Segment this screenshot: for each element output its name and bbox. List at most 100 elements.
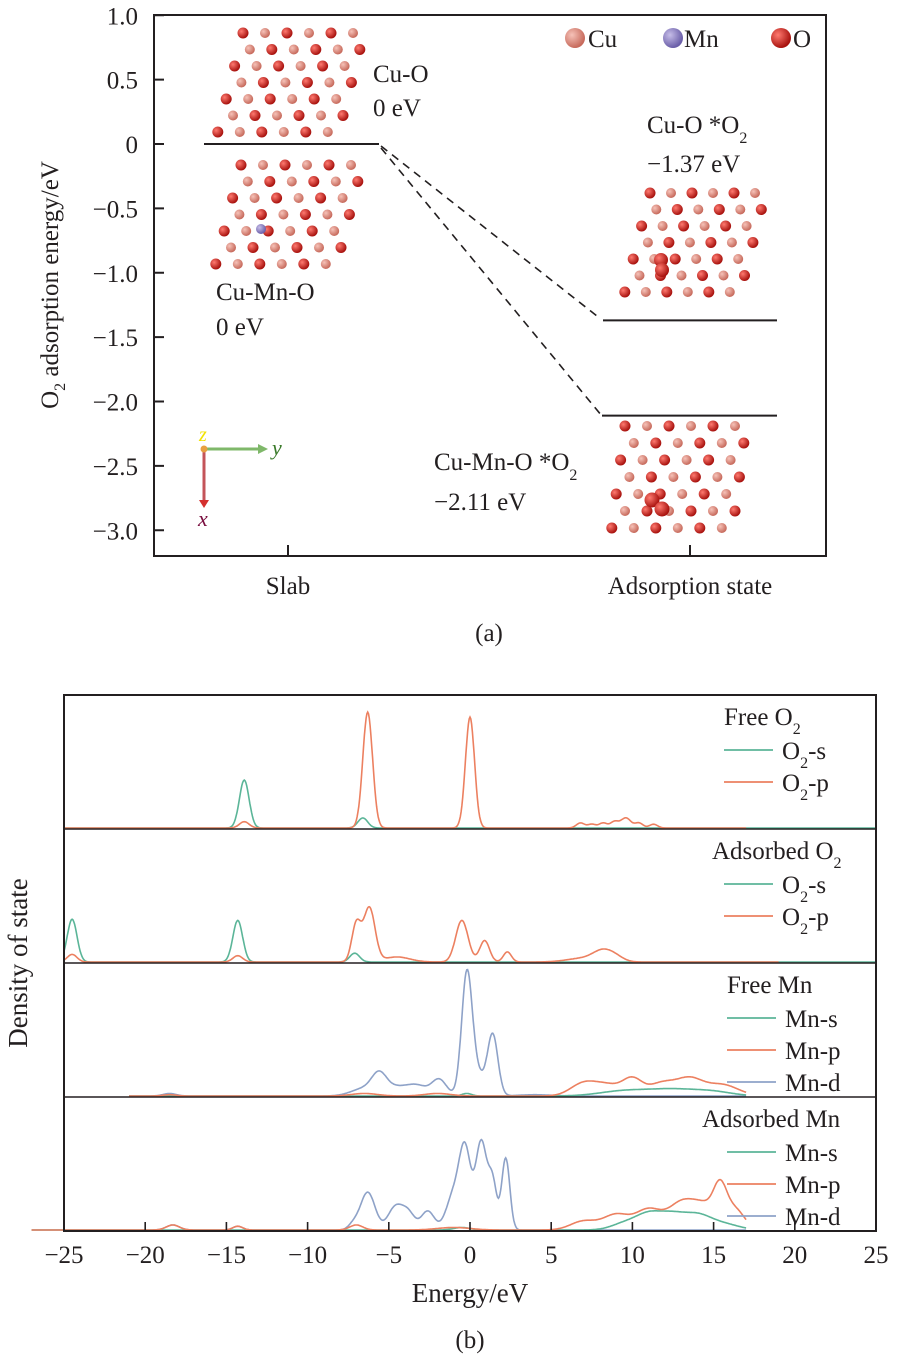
y-axis-label: y — [270, 435, 282, 460]
o-atom — [299, 209, 311, 220]
cu-atom — [718, 270, 729, 281]
o-atom — [227, 192, 239, 204]
cu-atom — [288, 44, 299, 55]
panel-a-y-axis-label: O2 adsorption energy/eV — [37, 161, 69, 409]
o-atom — [685, 505, 697, 517]
cu-atom — [712, 472, 723, 482]
o-atom — [663, 420, 675, 432]
y-tick-label: 1.0 — [107, 3, 138, 30]
o-atom — [661, 286, 673, 298]
legend-label: O2-p — [782, 770, 829, 804]
cu-atom — [278, 127, 289, 137]
o-atom — [308, 176, 320, 187]
cu-atom — [228, 110, 238, 121]
o-atom — [694, 522, 706, 534]
o-atom — [739, 270, 750, 281]
o-atom — [713, 204, 725, 215]
dos-curve-o2-s — [64, 779, 876, 829]
z-origin-icon — [200, 445, 208, 453]
cu-atom — [285, 226, 296, 236]
cu-atom — [242, 176, 253, 187]
o-atom — [335, 242, 347, 253]
o-atom — [291, 242, 303, 253]
mn-atom — [256, 224, 266, 234]
cu-atom — [280, 77, 291, 88]
o-atom — [264, 176, 276, 187]
o-atom — [606, 522, 618, 534]
o-atom — [678, 220, 690, 232]
panel-a-y-ticks: 1.0 0.5 0 −0.5 −1.0 −1.5 −2.0 −2.5 −3.0 — [93, 3, 164, 545]
o-atom — [644, 187, 656, 199]
label-cu-mn-o: Cu-Mn-O — [216, 279, 315, 306]
y-tick-label: 0.5 — [107, 68, 138, 95]
cu-atom-icon — [565, 28, 585, 48]
o-atom — [697, 270, 708, 281]
o-atom — [220, 93, 232, 105]
o-atom — [650, 437, 662, 449]
connector-cu-o — [380, 145, 601, 320]
dos-curve-o2-p — [63, 905, 779, 963]
cu-atom — [726, 237, 737, 248]
panel-a-caption: (a) — [475, 620, 503, 647]
subplot-title: Adsorbed Mn — [702, 1106, 841, 1133]
y-tick-label: −1.5 — [93, 325, 138, 352]
legend-label: O2-p — [782, 904, 829, 938]
o-atom — [249, 110, 261, 121]
o-atom — [235, 159, 247, 171]
value-cu-o-o2: −1.37 eV — [647, 151, 740, 178]
cu-atom — [322, 127, 333, 137]
o-atom — [641, 505, 653, 517]
cu-atom — [287, 94, 298, 104]
o-atom — [703, 454, 715, 466]
o-atom — [711, 253, 723, 265]
cu-mn-o-slab-structure — [210, 159, 364, 270]
o-atom — [306, 225, 318, 237]
cu-atom — [699, 221, 710, 231]
cu-atom — [640, 287, 651, 297]
o-atom — [728, 187, 740, 199]
cu-atom — [677, 489, 688, 499]
o-atom — [343, 209, 355, 220]
o-atom — [281, 27, 293, 39]
cu-atom — [348, 28, 358, 38]
o-atom — [615, 454, 627, 466]
o-atom-icon — [771, 28, 791, 48]
o-atom — [733, 471, 745, 483]
o-atom — [271, 192, 283, 204]
o-atom — [212, 126, 224, 138]
cu-atom — [620, 506, 630, 516]
o-atom — [210, 258, 222, 270]
dos-curve-o2-p — [64, 710, 747, 829]
cu-atom — [316, 110, 326, 121]
cu-atom — [270, 242, 280, 253]
o-atom — [325, 27, 337, 39]
cu-atom — [251, 61, 262, 71]
cu-o-slab-structure — [212, 27, 366, 138]
o-atom — [300, 126, 312, 138]
cu-atom — [331, 94, 342, 104]
x-tick-label: −20 — [126, 1242, 165, 1269]
cu-atom — [750, 188, 760, 198]
label-cu-mn-o-o2: Cu-Mn-O *O2 — [434, 449, 577, 484]
o-atom — [247, 242, 259, 253]
cu-atom — [234, 209, 245, 220]
cu-o-o2-structure — [619, 187, 767, 298]
panel-a-legend: Cu Mn O — [565, 26, 811, 53]
cu-atom — [278, 209, 289, 220]
y-tick-label: −0.5 — [93, 196, 138, 223]
value-cu-mn-o: 0 eV — [216, 314, 264, 341]
cu-atom — [708, 188, 718, 198]
o-atom — [308, 93, 320, 105]
panel-a-frame — [153, 14, 827, 557]
cu-atom — [628, 523, 639, 533]
x-tick-label: −15 — [207, 1242, 246, 1269]
cu-atom — [735, 204, 746, 215]
value-cu-o: 0 eV — [373, 95, 421, 122]
o-atom — [337, 110, 349, 121]
o-atom — [273, 60, 285, 72]
x-axis-label: x — [197, 506, 208, 531]
cu-atom — [624, 472, 635, 482]
cu-atom — [286, 176, 297, 187]
